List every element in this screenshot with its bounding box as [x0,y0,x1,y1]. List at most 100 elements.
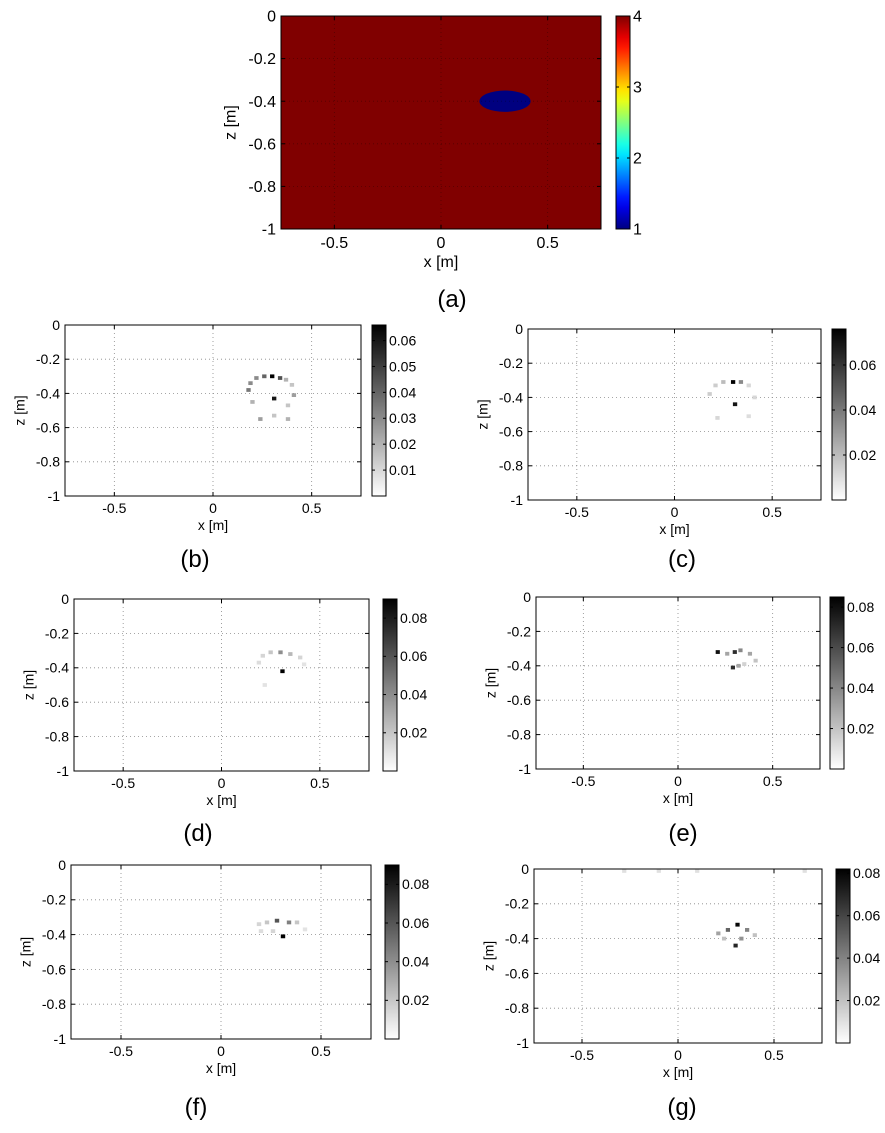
x-tick-label: -0.5 [109,1043,133,1059]
y-axis-label: z [m] [483,668,499,698]
data-pixel [707,392,712,396]
colorbar-tick-label: 0.04 [400,686,427,702]
anomaly-region [479,90,531,112]
y-tick-label: -0.8 [499,458,523,474]
data-pixel [735,922,740,927]
plot-area [281,16,601,229]
x-tick-label: 0 [437,235,446,252]
colorbar [615,15,631,230]
colorbar-tick-label: 0.04 [402,954,429,970]
colorbar-tick-label: 0.02 [849,447,876,463]
data-pixel [746,383,751,388]
x-tick-label: -0.5 [570,1047,594,1063]
data-pixel [745,927,750,932]
data-pixel [732,402,738,407]
x-tick-label: 0.5 [764,1047,784,1063]
data-pixel [713,383,718,388]
x-axis-label: x [m] [663,1064,693,1080]
data-pixel [301,662,307,667]
colorbar-tick-label: 0.06 [389,332,416,348]
data-pixel [695,869,700,873]
x-axis-label: x [m] [663,790,693,806]
data-pixel [739,936,744,941]
x-tick-label: 0 [218,775,226,791]
colorbar-tick-label: 0.03 [389,410,416,426]
data-pixel [262,683,267,687]
panel-e: -0.5 0 0.5 0 -0.2 -0.4 -0.6 -0.8 -1 x [m] z [m] 0.0… [483,589,875,806]
plot-area [534,869,822,1043]
y-tick-label: -0.6 [507,692,531,708]
y-tick-label: -0.4 [45,660,69,676]
data-pixel [291,393,297,397]
colorbar-tick-label: 0.06 [853,908,880,924]
y-tick-label: -1 [57,763,70,779]
data-pixel [250,400,255,404]
data-pixel [258,929,264,934]
data-pixel [262,374,267,379]
panel-caption: (b) [180,546,210,573]
data-pixel [730,380,736,384]
x-tick-label: -0.5 [565,504,589,520]
colorbar-tick-label: 0.04 [853,950,880,966]
data-pixel [742,662,747,666]
colorbar-tick-label: 0.08 [853,865,880,881]
data-pixel [725,927,731,932]
colorbar [829,596,845,770]
data-pixel [268,650,273,655]
data-pixel [738,648,743,653]
data-pixel [254,376,259,380]
x-tick-label: -0.5 [111,775,135,791]
data-pixel [733,943,738,948]
y-tick-label: -0.2 [505,896,529,912]
y-tick-label: -0.8 [36,454,60,470]
panel-caption: (c) [668,546,696,573]
y-tick-label: -1 [48,488,61,504]
colorbar-tick-label: 2 [633,151,642,168]
y-tick-label: -0.6 [36,420,60,436]
colorbar-tick-label: 0.06 [847,639,874,655]
colorbar [384,864,400,1040]
data-pixel [280,934,286,939]
panel-c: -0.5 0 0.5 0 -0.2 -0.4 -0.6 -0.8 -1 x [m] z [m] 0.0… [475,321,877,537]
panel-caption: (g) [667,1094,697,1121]
x-tick-label: -0.5 [321,235,349,252]
data-pixel [721,380,726,384]
data-pixel [246,388,251,392]
y-axis-label: z [m] [475,399,491,429]
x-axis-label: x [m] [424,254,459,271]
y-axis-label: z [m] [21,670,37,700]
colorbar-tick-label: 0.08 [847,599,874,615]
colorbar-tick-label: 0.02 [389,436,416,452]
data-pixel [280,669,285,674]
x-tick-label: 0 [217,1043,225,1059]
y-tick-label: 0 [521,861,529,877]
x-tick-label: 0.5 [537,235,559,252]
y-tick-label: -0.8 [505,1000,529,1016]
data-pixel [248,381,253,386]
y-axis-label: z [m] [12,395,28,425]
data-pixel [270,929,276,934]
y-axis-label: z [m] [18,937,34,967]
data-pixel [715,650,720,654]
y-tick-label: -0.6 [505,965,529,981]
y-tick-label: -0.6 [45,694,69,710]
data-pixel [256,660,262,665]
data-pixel [277,376,283,380]
y-tick-label: -0.4 [42,927,66,943]
colorbar-tick-label: 0.01 [389,462,416,478]
y-tick-label: -0.2 [45,625,69,641]
y-tick-label: -0.8 [42,996,66,1012]
colorbar-tick-label: 4 [633,9,642,26]
x-axis-label: x [m] [206,792,236,808]
colorbar-tick-label: 0.04 [389,384,416,400]
data-pixel [302,927,308,932]
y-tick-label: -0.2 [42,892,66,908]
y-tick-label: -0.4 [499,389,523,405]
x-tick-label: 0.5 [762,504,782,520]
plot-area [65,325,361,496]
x-axis-label: x [m] [659,521,689,537]
data-pixel [285,403,291,408]
panel-caption: (e) [668,820,698,847]
panel-f: -0.5 0 0.5 0 -0.2 -0.4 -0.6 -0.8 -1 x [m] z [m] 0.0… [18,857,430,1076]
